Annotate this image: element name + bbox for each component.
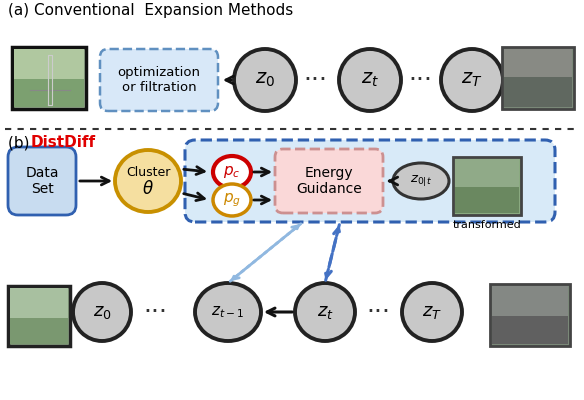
Text: $z_T$: $z_T$ <box>461 70 483 90</box>
Text: $p_c$: $p_c$ <box>223 164 241 180</box>
Text: ···: ··· <box>366 300 390 324</box>
Text: DistDiff: DistDiff <box>31 135 96 150</box>
FancyBboxPatch shape <box>185 140 555 222</box>
Bar <box>455 159 519 187</box>
Bar <box>490 284 570 346</box>
Text: $z_0$: $z_0$ <box>93 303 112 321</box>
Ellipse shape <box>295 283 355 341</box>
Bar <box>8 286 70 346</box>
Ellipse shape <box>213 156 251 188</box>
Text: ···: ··· <box>303 68 327 92</box>
Text: optimization
or filtration: optimization or filtration <box>117 66 200 94</box>
Bar <box>12 47 86 109</box>
Ellipse shape <box>441 49 503 111</box>
Ellipse shape <box>393 163 449 199</box>
Text: $z_t$: $z_t$ <box>361 70 379 90</box>
Text: Cluster: Cluster <box>126 166 170 180</box>
Text: $\theta$: $\theta$ <box>142 180 154 198</box>
Text: $z_T$: $z_T$ <box>422 303 442 321</box>
Bar <box>504 49 572 77</box>
Bar <box>455 187 519 213</box>
Bar <box>453 157 521 215</box>
Text: Energy
Guidance: Energy Guidance <box>296 166 362 196</box>
Text: ···: ··· <box>408 68 432 92</box>
Text: $z_0$: $z_0$ <box>255 70 275 90</box>
Ellipse shape <box>339 49 401 111</box>
Text: (a) Conventional  Expansion Methods: (a) Conventional Expansion Methods <box>8 3 293 18</box>
Ellipse shape <box>195 283 261 341</box>
Text: $z_{t-1}$: $z_{t-1}$ <box>211 304 245 320</box>
Text: $p_g$: $p_g$ <box>223 191 241 209</box>
Text: ···: ··· <box>143 300 167 324</box>
Bar <box>492 286 568 316</box>
Text: (b): (b) <box>8 135 34 150</box>
FancyBboxPatch shape <box>100 49 218 111</box>
Bar <box>492 316 568 344</box>
Bar <box>14 79 84 107</box>
FancyBboxPatch shape <box>8 147 76 215</box>
Text: Data
Set: Data Set <box>25 166 59 196</box>
FancyBboxPatch shape <box>275 149 383 213</box>
Bar <box>14 49 84 79</box>
Bar <box>10 318 68 344</box>
Text: $z_{0|t}$: $z_{0|t}$ <box>410 174 432 188</box>
Ellipse shape <box>402 283 462 341</box>
Ellipse shape <box>115 150 181 212</box>
Bar <box>10 288 68 318</box>
Bar <box>504 77 572 107</box>
Ellipse shape <box>234 49 296 111</box>
Bar <box>502 47 574 109</box>
Ellipse shape <box>73 283 131 341</box>
Text: transformed: transformed <box>453 220 522 230</box>
Ellipse shape <box>213 184 251 216</box>
Text: $z_t$: $z_t$ <box>317 303 333 321</box>
